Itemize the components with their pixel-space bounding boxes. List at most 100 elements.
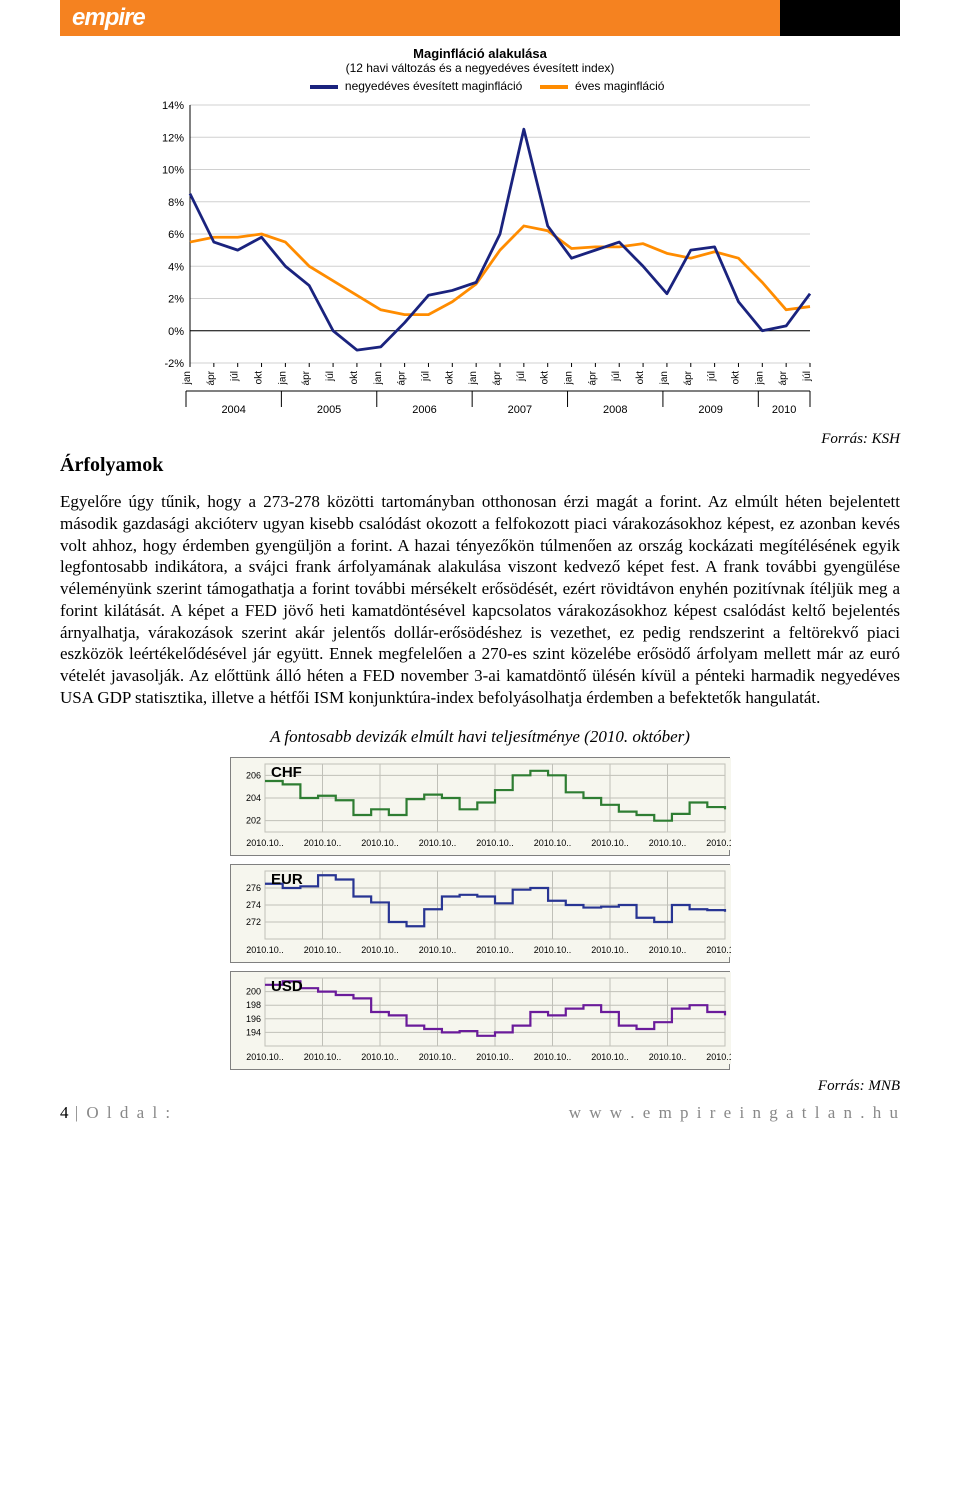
page-label: O l d a l : bbox=[86, 1103, 172, 1122]
svg-text:2010.10..: 2010.10.. bbox=[476, 838, 514, 848]
svg-text:2010.10..: 2010.10.. bbox=[419, 945, 457, 955]
svg-text:júl: júl bbox=[707, 371, 718, 382]
footer-site: w w w . e m p i r e i n g a t l a n . h … bbox=[569, 1103, 900, 1123]
svg-text:2010.10..: 2010.10.. bbox=[361, 1052, 399, 1062]
svg-text:okt: okt bbox=[349, 371, 360, 385]
page-number: 4 bbox=[60, 1103, 69, 1122]
svg-text:10%: 10% bbox=[162, 165, 184, 177]
svg-text:12%: 12% bbox=[162, 132, 184, 144]
chart-subtitle: (12 havi változás és a negyedéves évesít… bbox=[140, 61, 820, 75]
svg-text:2010.10..: 2010.10.. bbox=[706, 1052, 731, 1062]
svg-text:2004: 2004 bbox=[221, 404, 245, 416]
svg-text:2010.10..: 2010.10.. bbox=[706, 945, 731, 955]
svg-text:2010.10..: 2010.10.. bbox=[649, 1052, 687, 1062]
section-title: Árfolyamok bbox=[60, 454, 900, 477]
small-charts: 2022042062010.10..2010.10..2010.10..2010… bbox=[230, 757, 730, 1070]
svg-text:ápr: ápr bbox=[778, 370, 789, 385]
legend-swatch-b bbox=[540, 85, 568, 89]
svg-text:jan: jan bbox=[468, 371, 479, 385]
mini-title: A fontosabb devizák elmúlt havi teljesít… bbox=[60, 727, 900, 747]
svg-text:júl: júl bbox=[802, 371, 813, 382]
svg-text:okt: okt bbox=[635, 371, 646, 385]
body-text: Egyelőre úgy tűnik, hogy a 273-278 közöt… bbox=[60, 491, 900, 709]
svg-text:2010.10..: 2010.10.. bbox=[361, 838, 399, 848]
svg-text:okt: okt bbox=[540, 371, 551, 385]
svg-text:2008: 2008 bbox=[603, 404, 627, 416]
svg-text:2010.10..: 2010.10.. bbox=[304, 838, 342, 848]
svg-text:2010.10..: 2010.10.. bbox=[246, 945, 284, 955]
logo: empire bbox=[72, 4, 145, 32]
banner-left: empire bbox=[60, 0, 780, 36]
legend-label-b: éves maginfláció bbox=[575, 79, 664, 93]
svg-text:2006: 2006 bbox=[412, 404, 436, 416]
svg-text:2010.10..: 2010.10.. bbox=[591, 945, 629, 955]
svg-text:2007: 2007 bbox=[508, 404, 532, 416]
mini-chart-chf: 2022042062010.10..2010.10..2010.10..2010… bbox=[230, 757, 730, 856]
svg-text:jan: jan bbox=[277, 371, 288, 385]
svg-text:2010.10..: 2010.10.. bbox=[649, 838, 687, 848]
svg-text:2010.10..: 2010.10.. bbox=[534, 838, 572, 848]
svg-text:ápr: ápr bbox=[492, 370, 503, 385]
svg-text:2005: 2005 bbox=[317, 404, 341, 416]
mini-chart-label: CHF bbox=[271, 764, 302, 781]
svg-text:-2%: -2% bbox=[164, 358, 184, 370]
svg-text:2010.10..: 2010.10.. bbox=[476, 945, 514, 955]
svg-text:okt: okt bbox=[730, 371, 741, 385]
svg-text:ápr: ápr bbox=[397, 370, 408, 385]
svg-text:198: 198 bbox=[246, 1000, 261, 1010]
svg-text:2010.10..: 2010.10.. bbox=[649, 945, 687, 955]
svg-text:204: 204 bbox=[246, 793, 261, 803]
svg-text:14%: 14% bbox=[162, 100, 184, 112]
svg-text:196: 196 bbox=[246, 1013, 261, 1023]
svg-text:202: 202 bbox=[246, 815, 261, 825]
svg-text:2010.10..: 2010.10.. bbox=[534, 945, 572, 955]
banner-right bbox=[780, 0, 900, 36]
svg-text:2%: 2% bbox=[168, 294, 184, 306]
svg-text:2010.10..: 2010.10.. bbox=[591, 838, 629, 848]
svg-text:júl: júl bbox=[516, 371, 527, 382]
svg-text:2010.10..: 2010.10.. bbox=[419, 838, 457, 848]
svg-text:ápr: ápr bbox=[301, 370, 312, 385]
svg-text:2010: 2010 bbox=[772, 404, 796, 416]
svg-text:2010.10..: 2010.10.. bbox=[246, 838, 284, 848]
svg-text:okt: okt bbox=[444, 371, 455, 385]
mini-chart-usd: 194 196 198 200 2010.10.. 2010.10.. 2010.10.. 2… bbox=[230, 971, 730, 1070]
mini-chart-label: USD bbox=[271, 978, 303, 995]
svg-text:ápr: ápr bbox=[683, 370, 694, 385]
mini-chart-eur: 272 274 276 2010.10.. 2010.10.. 2010.10.. 2010… bbox=[230, 864, 730, 963]
svg-text:4%: 4% bbox=[168, 261, 184, 273]
footer: 4 | O l d a l : w w w . e m p i r e i n … bbox=[60, 1103, 900, 1123]
svg-text:2010.10..: 2010.10.. bbox=[304, 1052, 342, 1062]
source-top: Forrás: KSH bbox=[60, 431, 900, 448]
svg-text:2010.10..: 2010.10.. bbox=[419, 1052, 457, 1062]
svg-text:200: 200 bbox=[246, 986, 261, 996]
svg-text:júl: júl bbox=[325, 371, 336, 382]
svg-text:2010.10..: 2010.10.. bbox=[246, 1052, 284, 1062]
svg-text:júl: júl bbox=[611, 371, 622, 382]
svg-text:194: 194 bbox=[246, 1027, 261, 1037]
svg-text:2010.10..: 2010.10.. bbox=[304, 945, 342, 955]
svg-text:jan: jan bbox=[182, 371, 193, 385]
legend-label-a: negyedéves évesített maginfláció bbox=[345, 79, 522, 93]
svg-text:2010.10..: 2010.10.. bbox=[706, 838, 731, 848]
svg-text:274: 274 bbox=[246, 900, 261, 910]
source-bottom: Forrás: MNB bbox=[60, 1078, 900, 1095]
mini-chart-label: EUR bbox=[271, 871, 303, 888]
svg-text:jan: jan bbox=[659, 371, 670, 385]
legend-swatch-a bbox=[310, 85, 338, 89]
svg-text:2009: 2009 bbox=[698, 404, 722, 416]
svg-text:jan: jan bbox=[373, 371, 384, 385]
svg-text:okt: okt bbox=[254, 371, 265, 385]
svg-text:276: 276 bbox=[246, 883, 261, 893]
top-chart-svg: -2%0%2%4%6%8%10%12%14%janáprjúlokt2004ja… bbox=[140, 99, 820, 419]
svg-text:ápr: ápr bbox=[587, 370, 598, 385]
svg-text:jan: jan bbox=[754, 371, 765, 385]
svg-text:2010.10..: 2010.10.. bbox=[361, 945, 399, 955]
header-banner: empire bbox=[60, 0, 900, 36]
svg-text:júl: júl bbox=[420, 371, 431, 382]
svg-text:272: 272 bbox=[246, 917, 261, 927]
svg-text:8%: 8% bbox=[168, 197, 184, 209]
chart-legend: negyedéves évesített maginfláció éves ma… bbox=[140, 79, 820, 93]
svg-text:júl: júl bbox=[230, 371, 241, 382]
svg-text:6%: 6% bbox=[168, 229, 184, 241]
